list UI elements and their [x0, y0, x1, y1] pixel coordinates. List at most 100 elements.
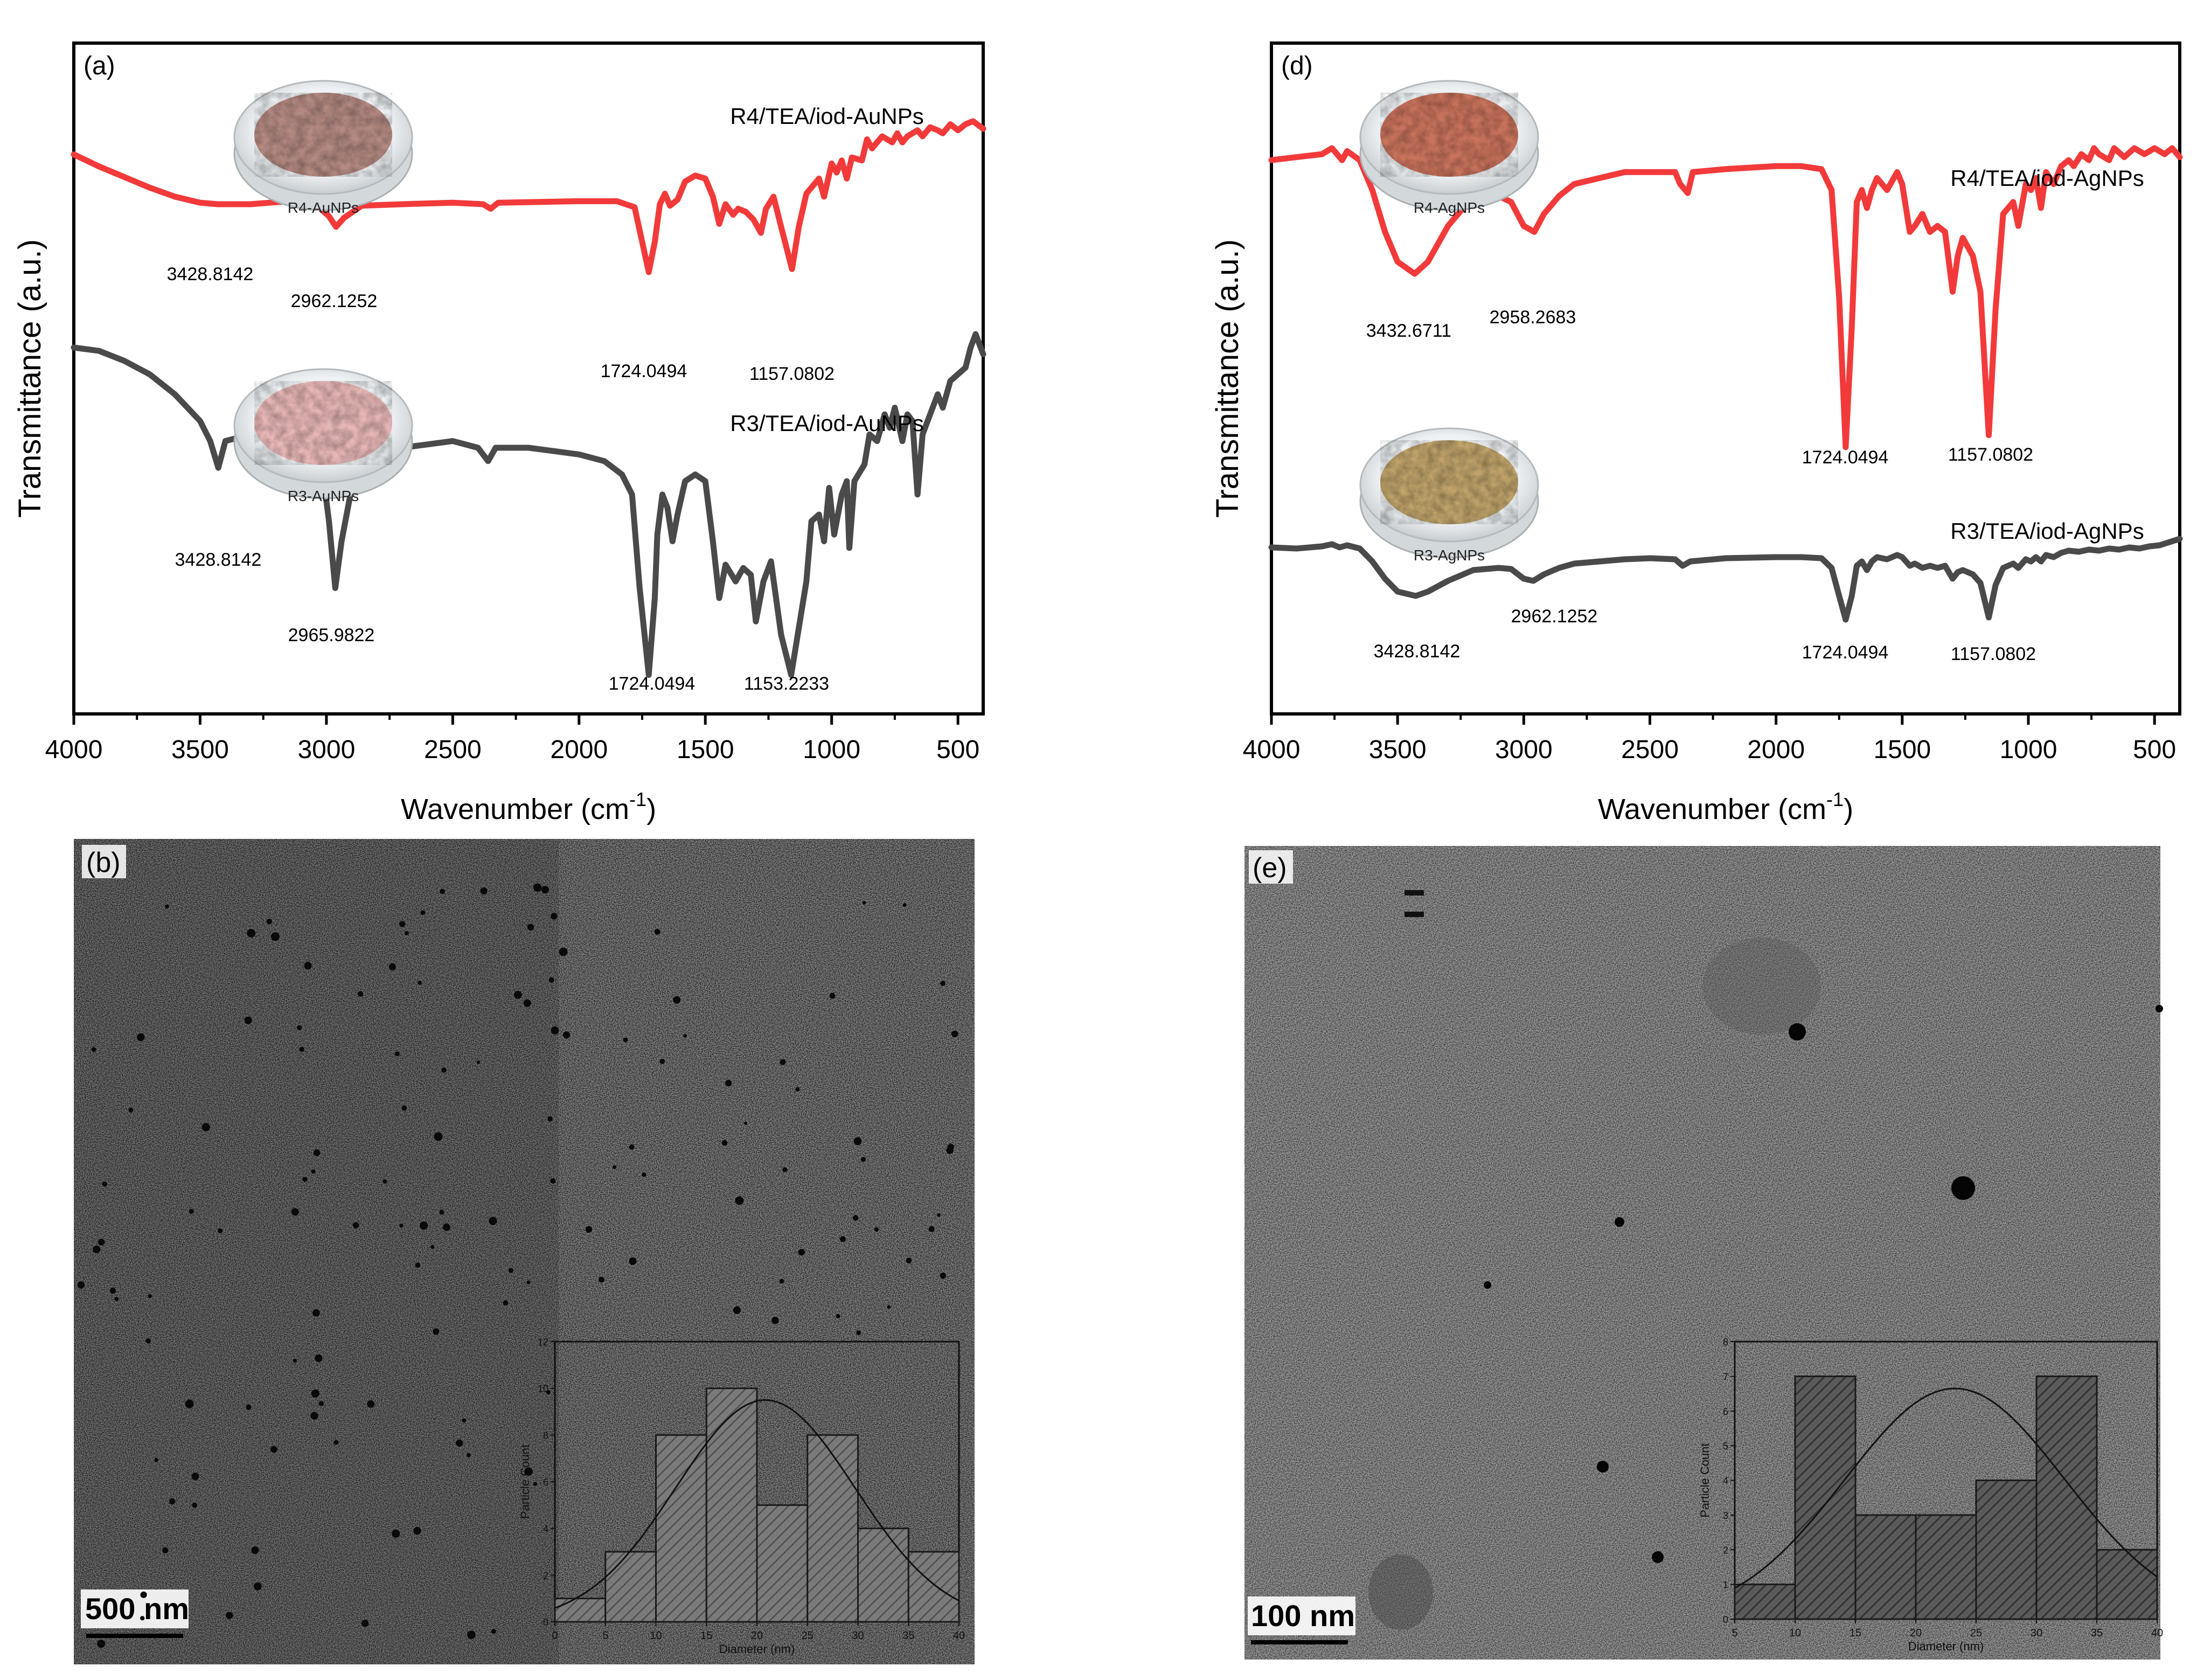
- ftir-panel-d: 4000 3500 3000 2500 2000 1500 1000 500 Wavenumbe…: [1210, 41, 2183, 825]
- x-axis-label: Wavenumber (cm-1): [401, 788, 656, 825]
- x-axis-label-sup: -1: [1826, 788, 1844, 810]
- nanoparticle: [392, 1529, 400, 1538]
- nanoparticle: [1789, 1023, 1806, 1040]
- nanoparticle: [318, 1401, 324, 1406]
- tem-artifact-e: [1405, 912, 1424, 917]
- nanoparticle: [551, 913, 558, 920]
- nanoparticle: [140, 1616, 145, 1621]
- nanoparticle: [840, 1236, 846, 1242]
- histogram-bar: [705, 1387, 758, 1623]
- nanoparticle: [659, 1059, 665, 1064]
- petri-dish-inset: R3-AuNPs: [233, 368, 413, 504]
- peak-annotation: 3428.8142: [1374, 641, 1461, 662]
- nanoparticle: [503, 1300, 509, 1306]
- hist-y-tick-label: 6: [1723, 1406, 1728, 1417]
- histogram-b: 0 5 10 15 20 25 30 35 40 0 2 4 6 8 10 12 Diameter (nm) Pa…: [518, 1337, 965, 1656]
- panel-label: (a): [84, 52, 115, 80]
- nanoparticle: [940, 1272, 947, 1279]
- nanoparticle: [550, 1178, 556, 1184]
- hist-x-tick-label: 5: [602, 1630, 608, 1642]
- hist-y-tick-label: 8: [1723, 1337, 1728, 1348]
- nanoparticle: [462, 1418, 467, 1423]
- hist-y-tick-label: 5: [1723, 1441, 1728, 1452]
- panel-label: (d): [1281, 52, 1313, 80]
- nanoparticle: [524, 1467, 533, 1476]
- x-tick-label: 1500: [1873, 735, 1931, 764]
- peak-annotation: 1157.0802: [1951, 644, 2036, 664]
- fit-curve: [1734, 1387, 2158, 1589]
- hist-x-tick-label: 35: [2091, 1627, 2103, 1639]
- nanoparticle: [683, 1034, 687, 1038]
- hist-x-tick-label: 25: [802, 1630, 814, 1642]
- histogram-bar: [1734, 1584, 1796, 1620]
- histogram-bar: [857, 1528, 909, 1623]
- histogram-bar: [756, 1504, 809, 1623]
- nanoparticle: [311, 1169, 316, 1174]
- hist-y-tick-label: 6: [543, 1477, 548, 1488]
- nanoparticle: [420, 1221, 428, 1230]
- nanoparticle: [467, 1453, 471, 1457]
- nanoparticle: [169, 1498, 176, 1505]
- nanoparticle: [293, 1358, 297, 1363]
- hist-x-tick-label: 40: [953, 1630, 965, 1642]
- x-tick-label: 4000: [1243, 735, 1301, 764]
- histogram-bar: [1854, 1514, 1917, 1620]
- series-label: R3/TEA/iod-AgNPs: [1950, 518, 2144, 544]
- nanoparticle: [97, 1640, 106, 1648]
- peak-annotation: 1157.0802: [1948, 445, 2033, 465]
- nanoparticle: [951, 1030, 958, 1038]
- nanoparticle: [189, 1209, 194, 1214]
- nanoparticle: [191, 1473, 199, 1480]
- x-tick-label: 2000: [1747, 735, 1805, 764]
- powder-texture: [254, 93, 392, 177]
- nanoparticle: [771, 1316, 779, 1324]
- nanoparticle: [165, 904, 169, 908]
- nanoparticle: [404, 931, 409, 935]
- nanoparticle: [218, 1228, 223, 1233]
- nanoparticle: [441, 1067, 447, 1073]
- peak-annotation: 2962.1252: [291, 291, 378, 311]
- tem-panel-e: (e) 100 nm 5 10 15 20 25 30 35 40 0 1 2 3 4 5 6 7 8 Diame…: [1244, 846, 2163, 1660]
- spectrum-line: [1268, 536, 2183, 623]
- nanoparticle: [902, 903, 907, 907]
- nanoparticle: [185, 1399, 194, 1408]
- histogram-bar: [1915, 1514, 1977, 1620]
- nanoparticle: [489, 1217, 497, 1225]
- nanoparticle: [418, 981, 422, 985]
- x-tick-label: 1000: [2000, 735, 2057, 764]
- nanoparticle: [201, 1123, 210, 1131]
- series-label: R3/TEA/iod-AuNPs: [730, 411, 923, 436]
- powder-texture: [1380, 440, 1518, 524]
- nanoparticle: [430, 1245, 435, 1249]
- nanoparticle: [102, 1181, 108, 1187]
- hist-x-tick-label: 5: [1732, 1627, 1737, 1639]
- nanoparticle: [357, 991, 364, 997]
- x-tick-label: 4000: [45, 735, 103, 764]
- nanoparticle: [434, 1132, 443, 1141]
- nanoparticle: [145, 1338, 151, 1344]
- nanoparticle: [367, 1400, 375, 1408]
- petri-dish-inset: R4-AgNPs: [1359, 80, 1539, 216]
- nanoparticle: [2156, 1005, 2163, 1012]
- x-axis-label: Wavenumber (cm-1): [1598, 788, 1853, 825]
- nanoparticle: [254, 1582, 262, 1591]
- nanoparticle: [77, 1281, 85, 1289]
- nanoparticle: [312, 1309, 320, 1317]
- histogram-bar: [554, 1598, 607, 1623]
- scale-bar-label-bg-b: [81, 1589, 189, 1628]
- nanoparticle: [443, 1223, 450, 1231]
- nanoparticle: [623, 1037, 628, 1043]
- nanoparticle: [673, 996, 681, 1004]
- nanoparticle: [523, 999, 531, 1007]
- nanoparticle: [313, 1149, 321, 1156]
- nanoparticle: [297, 1025, 302, 1030]
- nanoparticle: [140, 1591, 147, 1598]
- nanoparticle: [508, 1268, 514, 1273]
- nanoparticle: [928, 1226, 935, 1232]
- peak-annotation: 3428.8142: [167, 264, 254, 284]
- hist-x-tick-label: 10: [650, 1630, 662, 1642]
- hist-y-tick-label: 0: [543, 1617, 548, 1628]
- tem-artifact-e: [1405, 890, 1424, 895]
- x-axis-label-end: ): [646, 793, 656, 825]
- nanoparticle: [782, 1167, 788, 1172]
